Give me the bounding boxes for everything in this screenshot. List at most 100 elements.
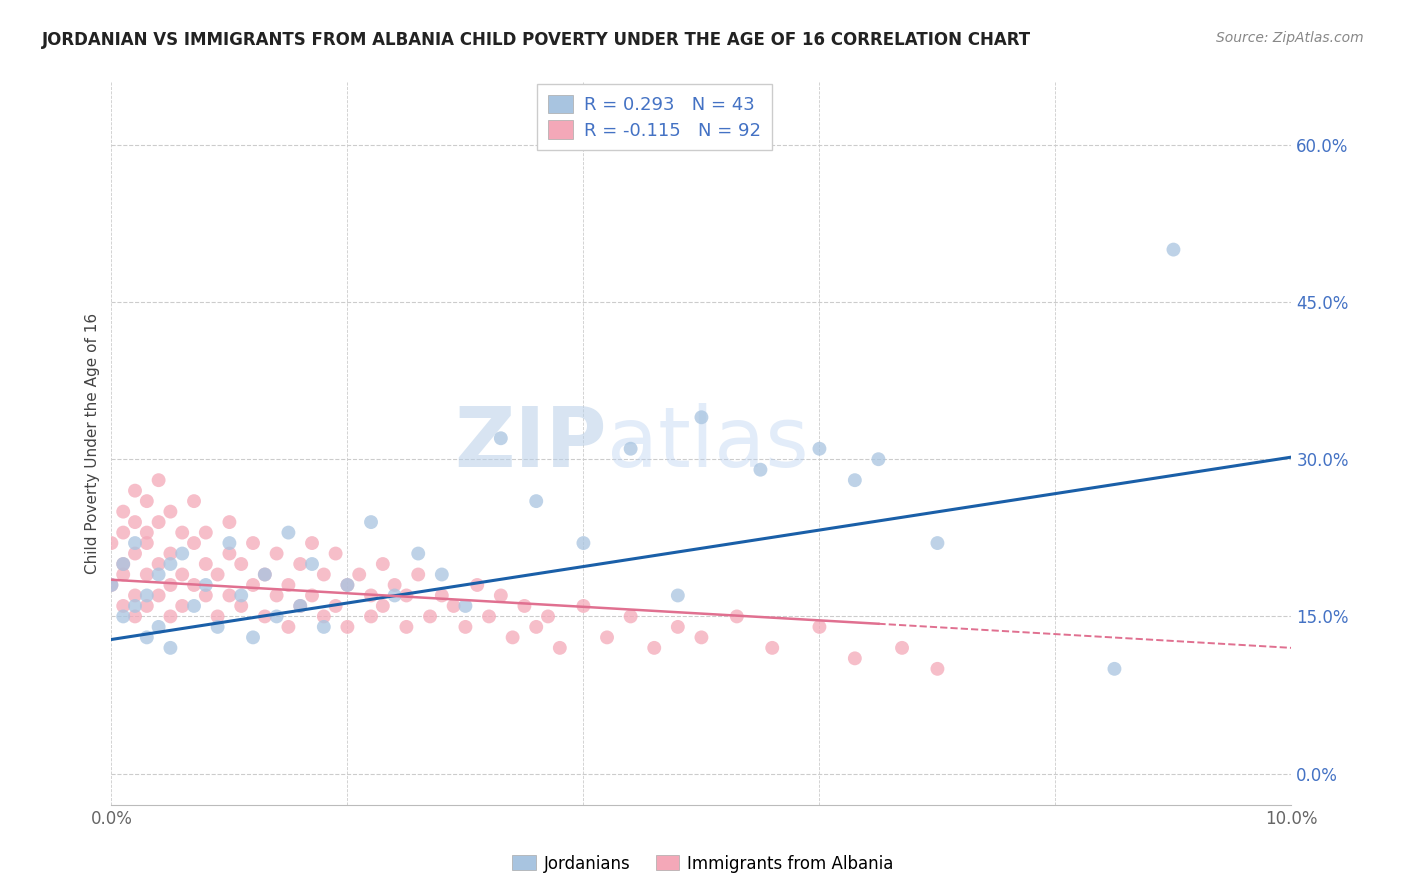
Point — [218, 515, 240, 529]
Point — [159, 557, 181, 571]
Point — [537, 609, 560, 624]
Point — [336, 578, 359, 592]
Point — [231, 589, 253, 603]
Point — [548, 640, 571, 655]
Point — [112, 567, 135, 582]
Point — [384, 589, 406, 603]
Point — [478, 609, 501, 624]
Point — [253, 567, 276, 582]
Point — [172, 599, 194, 613]
Point — [172, 567, 194, 582]
Point — [194, 589, 217, 603]
Point — [183, 599, 205, 613]
Point — [124, 547, 146, 561]
Point — [207, 567, 229, 582]
Point — [112, 609, 135, 624]
Point — [159, 578, 181, 592]
Point — [419, 609, 441, 624]
Point — [148, 515, 170, 529]
Point — [100, 578, 122, 592]
Point — [159, 609, 181, 624]
Legend: R = 0.293   N = 43, R = -0.115   N = 92: R = 0.293 N = 43, R = -0.115 N = 92 — [537, 84, 772, 151]
Point — [301, 589, 323, 603]
Point — [253, 567, 276, 582]
Point — [124, 536, 146, 550]
Point — [266, 609, 288, 624]
Point — [266, 547, 288, 561]
Point — [868, 452, 890, 467]
Point — [194, 557, 217, 571]
Point — [347, 567, 370, 582]
Point — [301, 536, 323, 550]
Point — [148, 567, 170, 582]
Point — [159, 640, 181, 655]
Point — [406, 547, 429, 561]
Point — [124, 515, 146, 529]
Point — [572, 599, 595, 613]
Point — [183, 578, 205, 592]
Point — [135, 567, 157, 582]
Point — [277, 525, 299, 540]
Point — [135, 589, 157, 603]
Point — [454, 620, 477, 634]
Point — [100, 536, 122, 550]
Point — [406, 567, 429, 582]
Point — [524, 620, 547, 634]
Point — [135, 494, 157, 508]
Point — [312, 567, 335, 582]
Point — [301, 557, 323, 571]
Point — [761, 640, 783, 655]
Point — [360, 609, 382, 624]
Point — [1104, 662, 1126, 676]
Point — [808, 620, 831, 634]
Text: JORDANIAN VS IMMIGRANTS FROM ALBANIA CHILD POVERTY UNDER THE AGE OF 16 CORRELATI: JORDANIAN VS IMMIGRANTS FROM ALBANIA CHI… — [42, 31, 1032, 49]
Point — [666, 589, 689, 603]
Point — [231, 599, 253, 613]
Point — [124, 609, 146, 624]
Point — [430, 589, 453, 603]
Point — [749, 463, 772, 477]
Point — [1163, 243, 1185, 257]
Point — [572, 536, 595, 550]
Point — [443, 599, 465, 613]
Point — [290, 557, 312, 571]
Point — [135, 631, 157, 645]
Point — [844, 651, 866, 665]
Point — [218, 589, 240, 603]
Point — [159, 547, 181, 561]
Point — [371, 599, 394, 613]
Point — [148, 589, 170, 603]
Point — [253, 609, 276, 624]
Point — [891, 640, 914, 655]
Point — [231, 557, 253, 571]
Point — [725, 609, 748, 624]
Point — [620, 442, 643, 456]
Point — [148, 620, 170, 634]
Point — [135, 599, 157, 613]
Point — [336, 578, 359, 592]
Point — [112, 557, 135, 571]
Point — [218, 547, 240, 561]
Point — [207, 609, 229, 624]
Point — [194, 525, 217, 540]
Point — [502, 631, 524, 645]
Point — [112, 557, 135, 571]
Point — [620, 609, 643, 624]
Text: ZIP: ZIP — [454, 403, 607, 484]
Point — [148, 557, 170, 571]
Point — [927, 662, 949, 676]
Point — [159, 505, 181, 519]
Point — [312, 609, 335, 624]
Text: Source: ZipAtlas.com: Source: ZipAtlas.com — [1216, 31, 1364, 45]
Point — [395, 589, 418, 603]
Point — [124, 599, 146, 613]
Point — [312, 620, 335, 634]
Point — [927, 536, 949, 550]
Text: atlas: atlas — [607, 403, 808, 484]
Point — [242, 536, 264, 550]
Point — [112, 599, 135, 613]
Point — [395, 620, 418, 634]
Point — [124, 483, 146, 498]
Point — [513, 599, 536, 613]
Point — [277, 620, 299, 634]
